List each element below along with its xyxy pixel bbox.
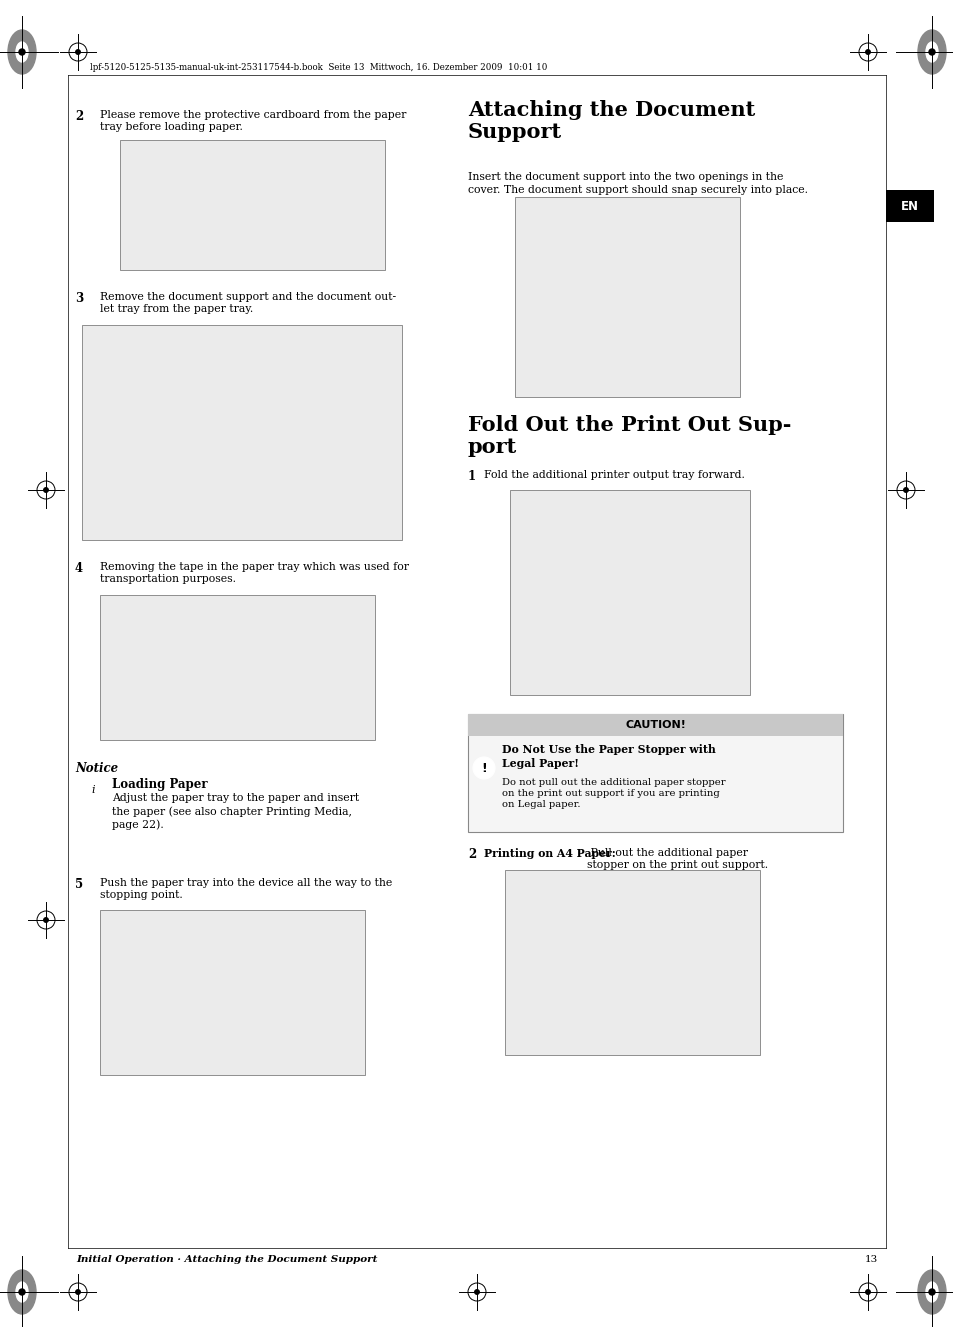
Circle shape <box>75 49 80 54</box>
Circle shape <box>75 1290 80 1294</box>
Text: Notice: Notice <box>75 762 118 775</box>
Ellipse shape <box>925 1282 937 1302</box>
FancyBboxPatch shape <box>120 141 385 269</box>
Text: Attaching the Document
Support: Attaching the Document Support <box>468 100 755 142</box>
Text: Do Not Use the Paper Stopper with
Legal Paper!: Do Not Use the Paper Stopper with Legal … <box>501 744 715 768</box>
Text: 13: 13 <box>863 1255 877 1265</box>
FancyBboxPatch shape <box>82 325 401 540</box>
Ellipse shape <box>917 31 945 74</box>
Circle shape <box>44 488 49 492</box>
Text: Printing on A4 Paper:: Printing on A4 Paper: <box>483 848 615 859</box>
Circle shape <box>82 779 104 802</box>
Text: 2: 2 <box>75 110 83 123</box>
Text: Push the paper tray into the device all the way to the
stopping point.: Push the paper tray into the device all … <box>100 878 392 901</box>
Ellipse shape <box>925 42 937 62</box>
Circle shape <box>864 49 869 54</box>
Text: Adjust the paper tray to the paper and insert
the paper (see also chapter Printi: Adjust the paper tray to the paper and i… <box>112 794 358 831</box>
Circle shape <box>475 1290 478 1294</box>
FancyBboxPatch shape <box>510 490 749 695</box>
FancyBboxPatch shape <box>885 190 933 222</box>
Text: Pull out the additional paper
stopper on the print out support.: Pull out the additional paper stopper on… <box>586 848 767 871</box>
Text: CAUTION!: CAUTION! <box>624 721 685 730</box>
Text: Removing the tape in the paper tray which was used for
transportation purposes.: Removing the tape in the paper tray whic… <box>100 563 409 584</box>
FancyBboxPatch shape <box>468 714 842 832</box>
Ellipse shape <box>16 42 28 62</box>
Text: 3: 3 <box>75 292 83 305</box>
Circle shape <box>19 49 25 54</box>
FancyBboxPatch shape <box>100 594 375 740</box>
Text: 1: 1 <box>468 470 476 483</box>
Text: 4: 4 <box>75 563 83 575</box>
Ellipse shape <box>8 31 36 74</box>
Ellipse shape <box>8 1270 36 1314</box>
Circle shape <box>19 1289 25 1295</box>
Text: Insert the document support into the two openings in the
cover. The document sup: Insert the document support into the two… <box>468 173 807 195</box>
Text: Remove the document support and the document out-
let tray from the paper tray.: Remove the document support and the docu… <box>100 292 395 314</box>
Circle shape <box>864 1290 869 1294</box>
FancyBboxPatch shape <box>515 196 740 397</box>
Text: Fold Out the Print Out Sup-
port: Fold Out the Print Out Sup- port <box>468 415 791 458</box>
Text: Do not pull out the additional paper stopper
on the print out support if you are: Do not pull out the additional paper sto… <box>501 778 725 809</box>
Text: 5: 5 <box>75 878 83 890</box>
Circle shape <box>473 756 495 779</box>
Text: 2: 2 <box>468 848 476 861</box>
Circle shape <box>928 1289 934 1295</box>
Ellipse shape <box>16 1282 28 1302</box>
Circle shape <box>902 488 907 492</box>
Text: Please remove the protective cardboard from the paper
tray before loading paper.: Please remove the protective cardboard f… <box>100 110 406 133</box>
Text: Fold the additional printer output tray forward.: Fold the additional printer output tray … <box>483 470 744 480</box>
Text: Loading Paper: Loading Paper <box>112 778 208 791</box>
FancyBboxPatch shape <box>468 714 842 736</box>
Text: !: ! <box>480 762 486 775</box>
Ellipse shape <box>917 1270 945 1314</box>
FancyBboxPatch shape <box>100 910 365 1075</box>
Text: Initial Operation · Attaching the Document Support: Initial Operation · Attaching the Docume… <box>76 1255 377 1265</box>
Text: i: i <box>91 786 94 795</box>
Text: lpf-5120-5125-5135-manual-uk-int-253117544-b.book  Seite 13  Mittwoch, 16. Dezem: lpf-5120-5125-5135-manual-uk-int-2531175… <box>90 62 547 72</box>
Text: EN: EN <box>900 199 918 212</box>
FancyBboxPatch shape <box>504 871 760 1055</box>
Circle shape <box>928 49 934 54</box>
Circle shape <box>44 918 49 922</box>
